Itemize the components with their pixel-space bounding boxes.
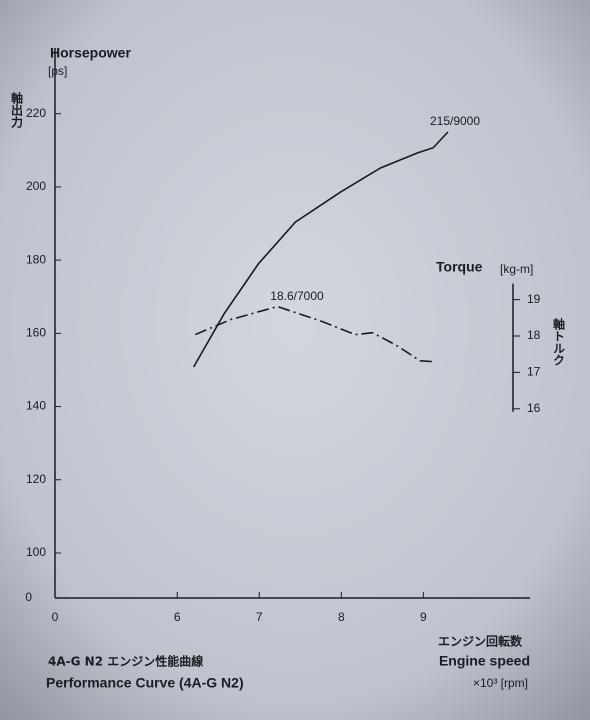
x-tick-label: 8: [338, 610, 345, 624]
caption: Performance Curve (4A-G N2): [46, 675, 244, 691]
series-line: [194, 305, 436, 363]
y2-label: Torque: [436, 259, 483, 275]
x-tick-label: 7: [256, 610, 263, 624]
y2-tick-label: 19: [527, 292, 541, 306]
y-tick-label: 160: [26, 326, 46, 340]
annotation: 215/9000: [430, 114, 480, 128]
x-label-jp: エンジン回転数: [438, 634, 523, 649]
y-tick-label: 140: [26, 399, 46, 413]
x-tick-label: 9: [420, 610, 427, 624]
y2-label-jp: 軸トルク: [552, 317, 566, 366]
series-line: [192, 131, 449, 368]
caption-jp: 4A-G N2 エンジン性能曲線: [48, 654, 203, 669]
y2-tick-label: 17: [527, 365, 541, 379]
y-tick-label: 100: [26, 545, 46, 559]
annotation: 18.6/7000: [270, 289, 324, 303]
x-label: Engine speed: [439, 653, 530, 669]
y-origin-label: 0: [25, 590, 32, 604]
y-tick-label: 220: [26, 106, 46, 120]
x-tick-label: 6: [174, 610, 181, 624]
y2-tick-label: 16: [527, 401, 541, 415]
y-label: Horsepower: [50, 45, 131, 61]
y-tick-label: 200: [26, 179, 46, 193]
y-tick-label: 120: [26, 472, 46, 486]
y2-tick-label: 18: [527, 328, 541, 342]
y-tick-label: 180: [26, 252, 46, 266]
x-unit: ×10³ [rpm]: [473, 676, 528, 690]
x-origin-label: 0: [52, 610, 59, 624]
y-label-jp: 軸出力: [10, 91, 24, 129]
y2-unit: [kg-m]: [500, 262, 533, 276]
y-unit: [ps]: [48, 64, 67, 78]
